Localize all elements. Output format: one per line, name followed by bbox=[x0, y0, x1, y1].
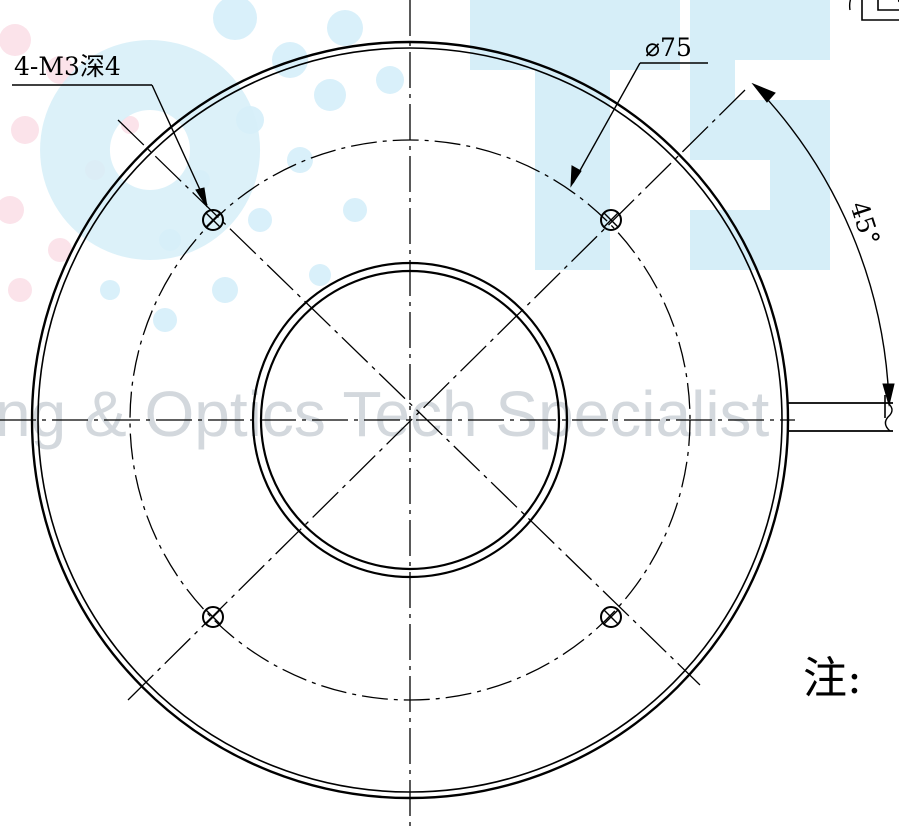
partial-view-symbol bbox=[848, 0, 899, 21]
bolt-hole bbox=[202, 209, 224, 231]
bolt-hole bbox=[202, 606, 224, 628]
bolt-hole bbox=[600, 606, 622, 628]
centerline-diagonal-1 bbox=[117, 119, 701, 686]
hole-callout-text: 4-M3深4 bbox=[14, 52, 121, 81]
centerline-diagonal-2 bbox=[127, 89, 746, 701]
watermark-tagline: ng & Optics Tech Specialist bbox=[0, 378, 770, 450]
note-label: 注: bbox=[803, 653, 862, 704]
pcd-dimension-leader bbox=[570, 62, 708, 188]
watermark: ng & Optics Tech Specialist bbox=[0, 0, 830, 450]
hole-callout-leader bbox=[12, 84, 208, 208]
pcd-dimension-text: ⌀75 bbox=[645, 33, 692, 62]
watermark-logo bbox=[40, 0, 830, 270]
cable-outlet bbox=[788, 395, 893, 432]
angle-dimension bbox=[751, 82, 895, 407]
angle-dimension-text: 45° bbox=[844, 198, 885, 249]
bolt-hole bbox=[600, 209, 622, 231]
